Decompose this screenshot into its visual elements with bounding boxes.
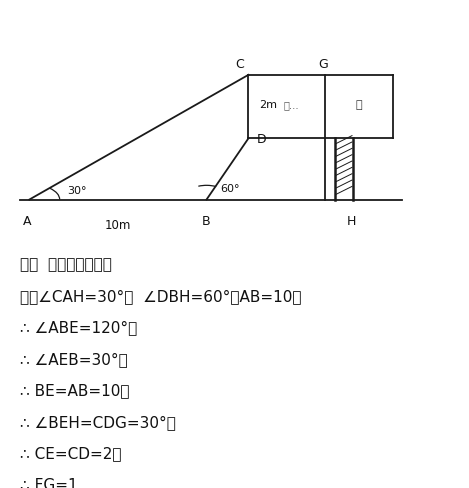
Text: C: C	[236, 58, 244, 71]
Text: A: A	[23, 215, 31, 227]
Text: 2m: 2m	[259, 100, 277, 110]
Text: ノ…: ノ…	[284, 100, 299, 110]
Text: ∴ FG=1: ∴ FG=1	[20, 477, 78, 488]
Text: ∴ CE=CD=2，: ∴ CE=CD=2，	[20, 446, 121, 461]
Text: 10m: 10m	[105, 219, 131, 231]
Text: 解：  根据已知画图，: 解： 根据已知画图，	[20, 257, 112, 272]
Text: ∴ ∠AEB=30°，: ∴ ∠AEB=30°，	[20, 351, 128, 366]
Text: ∴ ∠BEH=CDG=30°，: ∴ ∠BEH=CDG=30°，	[20, 414, 176, 429]
Text: B: B	[202, 215, 211, 227]
Text: 30°: 30°	[68, 186, 87, 196]
Text: ∴ BE=AB=10，: ∴ BE=AB=10，	[20, 383, 129, 398]
Text: G: G	[318, 58, 328, 71]
Text: ∴ ∠ABE=120°，: ∴ ∠ABE=120°，	[20, 320, 137, 335]
Text: 告: 告	[356, 100, 363, 110]
Text: H: H	[347, 215, 356, 227]
Text: 60°: 60°	[220, 183, 240, 193]
Text: D: D	[257, 133, 266, 145]
Text: 已知∠CAH=30°，  ∠DBH=60°，AB=10，: 已知∠CAH=30°， ∠DBH=60°，AB=10，	[20, 288, 302, 304]
